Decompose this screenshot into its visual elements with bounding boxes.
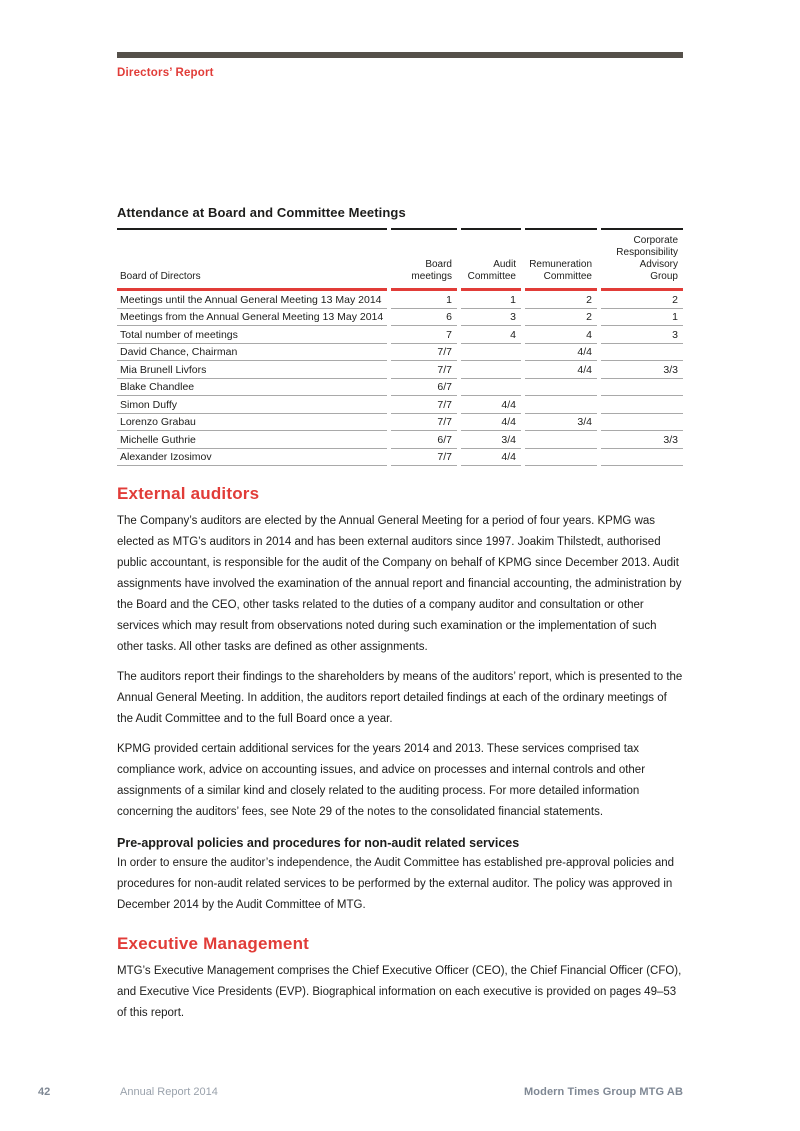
director-name-cell: Mia Brunell Livfors [117, 361, 387, 379]
table-row: Blake Chandlee 6/7 [117, 379, 683, 396]
attendance-value-cell: 2 [525, 291, 597, 309]
director-name-cell: Blake Chandlee [117, 379, 387, 396]
page-content: Directors’ Report Attendance at Board an… [117, 0, 683, 1024]
attendance-value-cell [525, 396, 597, 414]
table-row: Michelle Guthrie 6/7 3/4 3/3 [117, 431, 683, 449]
attendance-value-cell: 4 [525, 326, 597, 344]
attendance-value-cell [601, 414, 683, 431]
attendance-value-cell [525, 379, 597, 396]
director-name-cell: Total number of meetings [117, 326, 387, 344]
attendance-value-cell: 7/7 [391, 396, 457, 414]
section-executive-management: Executive Management MTG’s Executive Man… [117, 934, 683, 1024]
pre-approval-paragraph: In order to ensure the auditor’s indepen… [117, 857, 675, 911]
attendance-table-body: Meetings until the Annual General Meetin… [117, 291, 683, 466]
attendance-table-header: Board of Directors Board meetings Audit … [117, 228, 683, 291]
attendance-value-cell: 1 [461, 291, 521, 309]
attendance-value-cell: 4/4 [461, 414, 521, 431]
table-row: Lorenzo Grabau 7/7 4/4 3/4 [117, 414, 683, 431]
attendance-value-cell: 3/4 [525, 414, 597, 431]
director-name-cell: Alexander Izosimov [117, 449, 387, 466]
table-row: Simon Duffy 7/7 4/4 [117, 396, 683, 414]
external-auditors-paragraph-3: KPMG provided certain additional service… [117, 743, 646, 818]
attendance-value-cell: 3 [601, 326, 683, 344]
column-header-audit-committee: Audit Committee [461, 228, 521, 291]
attendance-value-cell [601, 449, 683, 466]
attendance-value-cell: 2 [601, 291, 683, 309]
attendance-value-cell: 1 [601, 309, 683, 326]
executive-management-paragraph: MTG’s Executive Management comprises the… [117, 965, 682, 1019]
table-row: Mia Brunell Livfors 7/7 4/4 3/3 [117, 361, 683, 379]
header-row: Board of Directors Board meetings Audit … [117, 228, 683, 291]
attendance-value-cell: 2 [525, 309, 597, 326]
attendance-value-cell [525, 449, 597, 466]
attendance-value-cell [461, 361, 521, 379]
attendance-value-cell [461, 344, 521, 361]
attendance-value-cell: 3 [461, 309, 521, 326]
attendance-value-cell [601, 344, 683, 361]
table-title: Attendance at Board and Committee Meetin… [117, 205, 406, 220]
attendance-value-cell: 7/7 [391, 414, 457, 431]
heading-pre-approval: Pre-approval policies and procedures for… [117, 836, 520, 850]
attendance-value-cell: 7/7 [391, 449, 457, 466]
column-header-remuneration-committee: Remuneration Committee [525, 228, 597, 291]
director-name-cell: Lorenzo Grabau [117, 414, 387, 431]
section-label: Directors’ Report [117, 67, 214, 79]
director-name-cell: Meetings from the Annual General Meeting… [117, 309, 387, 326]
attendance-value-cell: 4/4 [461, 396, 521, 414]
attendance-value-cell [601, 396, 683, 414]
director-name-cell: Meetings until the Annual General Meetin… [117, 291, 387, 309]
attendance-value-cell: 7 [391, 326, 457, 344]
director-name-cell: Simon Duffy [117, 396, 387, 414]
attendance-value-cell: 4/4 [525, 361, 597, 379]
attendance-value-cell: 6/7 [391, 431, 457, 449]
attendance-value-cell: 3/3 [601, 361, 683, 379]
director-name-cell: David Chance, Chairman [117, 344, 387, 361]
top-divider-bar [117, 52, 683, 58]
section-external-auditors: External auditors The Company’s auditors… [117, 484, 683, 823]
external-auditors-paragraph-2: The auditors report their findings to th… [117, 671, 683, 725]
attendance-value-cell: 7/7 [391, 344, 457, 361]
heading-executive-management: Executive Management [117, 934, 310, 953]
attendance-value-cell: 3/3 [601, 431, 683, 449]
external-auditors-paragraph-1: The Company’s auditors are elected by th… [117, 515, 682, 653]
column-header-board-of-directors: Board of Directors [117, 228, 387, 291]
attendance-table: Board of Directors Board meetings Audit … [113, 228, 687, 466]
attendance-value-cell: 6 [391, 309, 457, 326]
table-row: Alexander Izosimov 7/7 4/4 [117, 449, 683, 466]
attendance-value-cell: 6/7 [391, 379, 457, 396]
table-row: Meetings until the Annual General Meetin… [117, 291, 683, 309]
section-pre-approval: Pre-approval policies and procedures for… [117, 836, 683, 916]
footer-page-number: 42 [38, 1086, 51, 1098]
heading-external-auditors: External auditors [117, 484, 260, 503]
column-header-corporate-responsibility: Corporate Responsibility Advisory Group [601, 228, 683, 291]
table-row: David Chance, Chairman 7/7 4/4 [117, 344, 683, 361]
page-footer: 42 Annual Report 2014 Modern Times Group… [38, 1086, 683, 1102]
attendance-value-cell: 4 [461, 326, 521, 344]
column-header-board-meetings: Board meetings [391, 228, 457, 291]
attendance-value-cell: 3/4 [461, 431, 521, 449]
attendance-value-cell: 1 [391, 291, 457, 309]
table-row: Total number of meetings 7 4 4 3 [117, 326, 683, 344]
attendance-value-cell: 4/4 [461, 449, 521, 466]
footer-company-name: Modern Times Group MTG AB [524, 1086, 683, 1098]
table-row: Meetings from the Annual General Meeting… [117, 309, 683, 326]
footer-report-label: Annual Report 2014 [120, 1086, 218, 1098]
attendance-value-cell [525, 431, 597, 449]
attendance-value-cell: 7/7 [391, 361, 457, 379]
attendance-value-cell [461, 379, 521, 396]
attendance-value-cell [601, 379, 683, 396]
director-name-cell: Michelle Guthrie [117, 431, 387, 449]
attendance-value-cell: 4/4 [525, 344, 597, 361]
